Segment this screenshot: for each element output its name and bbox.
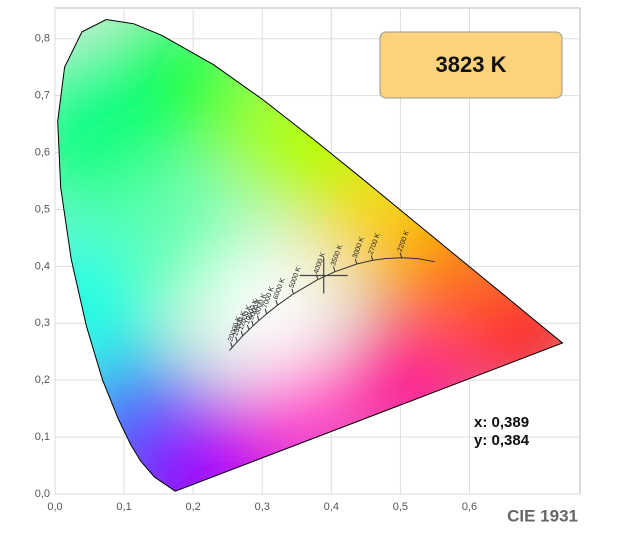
cct-tick xyxy=(275,300,278,306)
x-tick-label: 0,6 xyxy=(462,501,477,513)
cct-tick xyxy=(251,320,254,326)
cct-tick xyxy=(235,336,238,343)
spectral-locus xyxy=(57,18,564,492)
cct-value: 3823 K xyxy=(436,52,507,77)
footer: CIE 1931 xyxy=(507,506,578,525)
x-tick-label: 0,5 xyxy=(393,501,408,513)
gamut-blobs xyxy=(57,19,563,492)
cct-badge xyxy=(379,31,563,99)
y-tick-label: 0,3 xyxy=(35,317,50,329)
y-tick-label: 0,0 xyxy=(35,488,50,500)
cct-tick xyxy=(332,266,336,272)
x-tick-label: 0,0 xyxy=(47,501,62,513)
cct-tick xyxy=(370,255,374,261)
cct-tick xyxy=(256,315,260,321)
color-blob xyxy=(57,71,160,212)
cct-tick xyxy=(230,342,233,348)
y-tick-label: 0,7 xyxy=(35,90,50,102)
cct-tick xyxy=(291,288,294,295)
x-tick-label: 0,4 xyxy=(324,501,339,513)
y-tick-label: 0,5 xyxy=(35,203,50,215)
cct-tick xyxy=(264,308,268,314)
y-readout: y: 0,384 xyxy=(474,432,530,449)
cct-tick xyxy=(240,330,244,337)
cct-tick xyxy=(354,258,358,265)
cct-tick xyxy=(399,252,403,258)
y-tick-label: 0,4 xyxy=(35,260,50,272)
x-tick-label: 0,1 xyxy=(116,501,131,513)
y-tick-label: 0,2 xyxy=(35,374,50,386)
x-tick-label: 0,3 xyxy=(255,501,270,513)
y-tick-label: 0,6 xyxy=(35,146,50,158)
y-tick-label: 0,1 xyxy=(35,431,50,443)
x-readout: x: 0,389 xyxy=(474,414,529,431)
planckian-locus xyxy=(229,257,435,351)
cct-tick xyxy=(246,324,250,331)
x-tick-label: 0,2 xyxy=(186,501,201,513)
y-tick-label: 0,8 xyxy=(35,33,50,45)
